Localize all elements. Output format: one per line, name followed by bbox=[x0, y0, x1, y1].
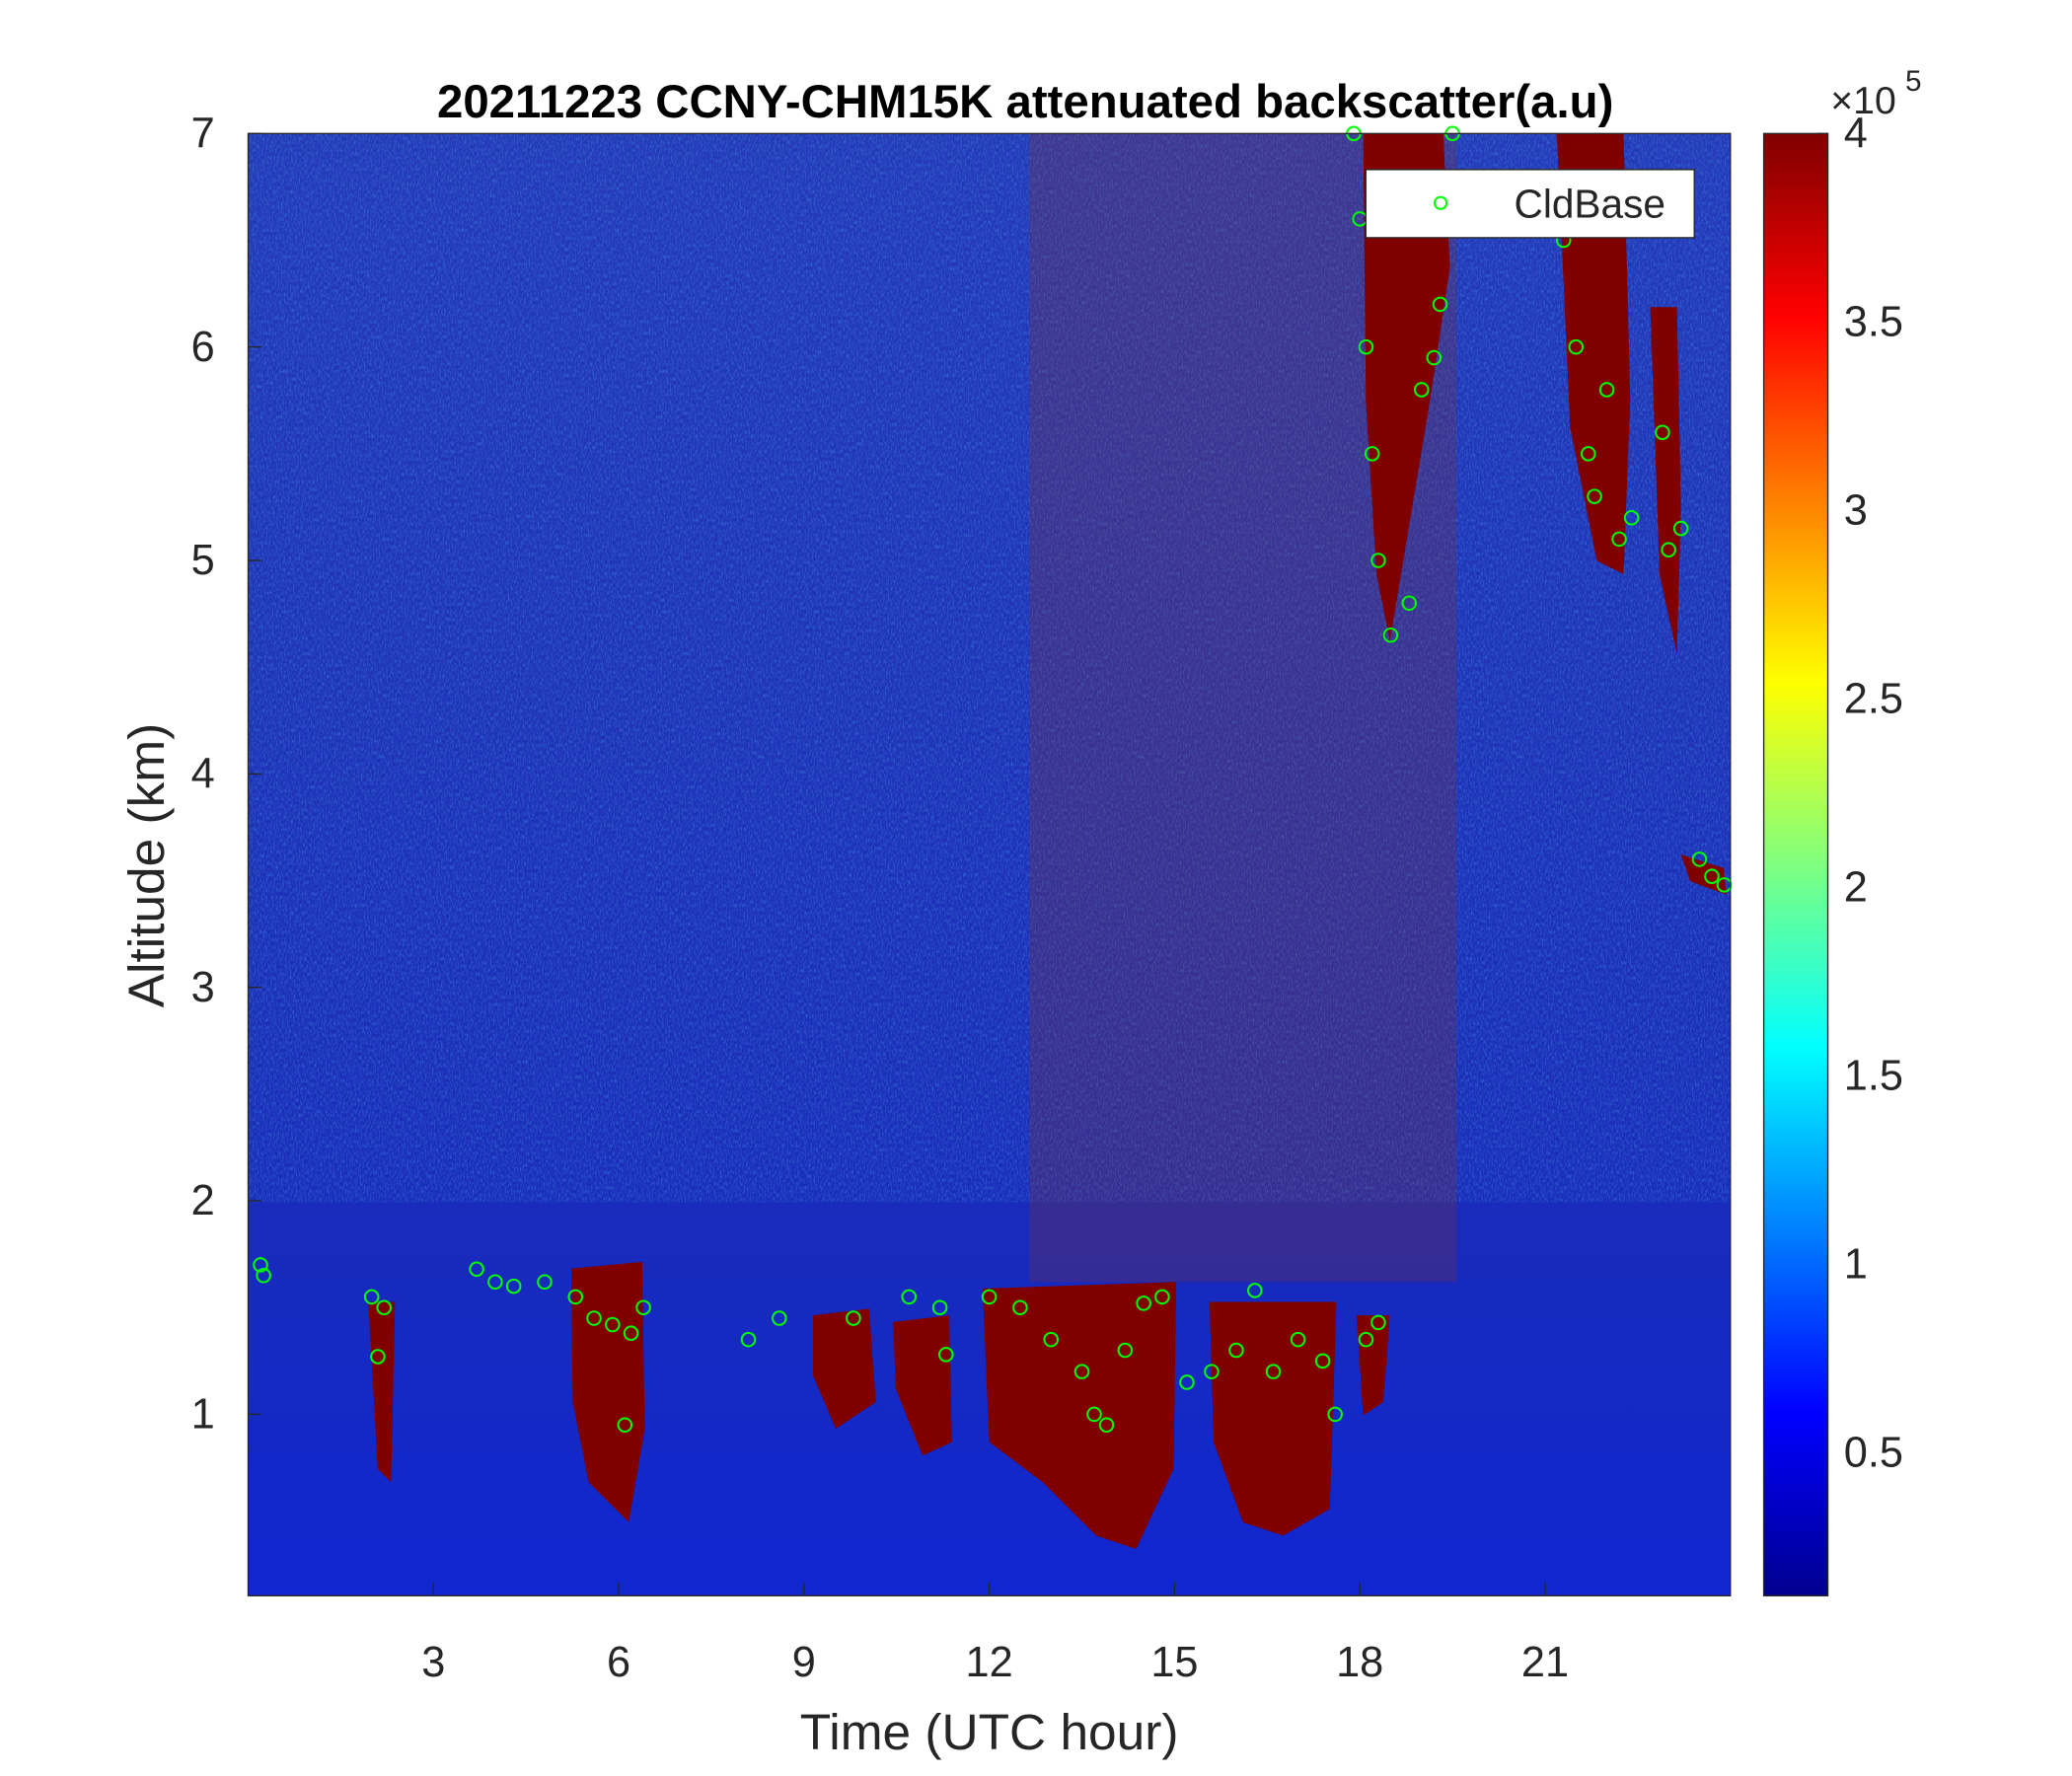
cloud-base-point bbox=[487, 1274, 503, 1291]
x-tick-label: 3 bbox=[421, 1639, 445, 1686]
cloud-base-point bbox=[256, 1267, 271, 1284]
legend-marker bbox=[1433, 195, 1448, 210]
y-tick-label: 4 bbox=[191, 751, 215, 798]
legend-label: CldBase bbox=[1515, 181, 1665, 226]
y-tick-label: 5 bbox=[191, 537, 215, 584]
cloud-base-point bbox=[772, 1310, 787, 1326]
cloud-base-point bbox=[505, 1278, 522, 1295]
cloud-base-point bbox=[1414, 382, 1430, 398]
cloud-base-point bbox=[1327, 1406, 1343, 1423]
cloud-base-point bbox=[1623, 509, 1640, 526]
colorbar-tick-label: 2.5 bbox=[1844, 675, 1903, 722]
cloud-base-point bbox=[537, 1274, 553, 1291]
cloud-base-point bbox=[1154, 1289, 1170, 1305]
cloud-base-point bbox=[1012, 1299, 1028, 1316]
cloud-base-point bbox=[1117, 1342, 1134, 1359]
cloud-base-point bbox=[605, 1316, 621, 1333]
chart-title: 20211223 CCNY-CHM15K attenuated backscat… bbox=[437, 76, 1613, 128]
cloud-base-point bbox=[1247, 1283, 1263, 1298]
y-tick-label: 6 bbox=[191, 324, 215, 371]
legend: CldBase bbox=[1365, 169, 1695, 239]
cloud-base-point bbox=[1314, 1353, 1331, 1369]
y-tick-label: 2 bbox=[191, 1177, 215, 1224]
cloud-base-point bbox=[253, 1257, 268, 1273]
cloud-base-point bbox=[1382, 627, 1399, 643]
colorbar-exponent: 5 bbox=[1905, 65, 1922, 98]
cloud-base-point bbox=[623, 1325, 639, 1341]
x-tick-label: 18 bbox=[1336, 1639, 1383, 1686]
cloud-base-point bbox=[1691, 851, 1708, 867]
cloud-base-point bbox=[1265, 1364, 1282, 1379]
colorbar-tick-label: 3 bbox=[1844, 486, 1868, 534]
colorbar-tick-label: 3.5 bbox=[1844, 298, 1903, 345]
cloud-base-point bbox=[1136, 1295, 1151, 1311]
cloud-base-point bbox=[1228, 1342, 1244, 1359]
cloud-base-point bbox=[1598, 382, 1615, 398]
cloud-base-point bbox=[931, 1299, 948, 1316]
cloud-base-point bbox=[567, 1289, 584, 1305]
cloud-base-point bbox=[1358, 338, 1374, 355]
colorbar-tick-label: 2 bbox=[1844, 863, 1868, 911]
y-tick-label: 1 bbox=[191, 1391, 215, 1439]
cloud-base-point bbox=[1672, 520, 1689, 537]
colorbar-tick-label: 1 bbox=[1844, 1240, 1868, 1288]
cloud-base-point bbox=[1358, 1331, 1374, 1348]
cloud-base-point bbox=[938, 1347, 954, 1363]
cloud-base-point bbox=[1587, 488, 1602, 504]
cloud-base-point bbox=[1370, 553, 1386, 568]
plot-frame bbox=[247, 132, 1732, 1596]
cloud-base-point bbox=[846, 1310, 861, 1326]
cloud-base-point bbox=[1432, 296, 1448, 313]
cloud-base-point bbox=[740, 1331, 757, 1348]
colorbar bbox=[1762, 132, 1829, 1596]
cloud-base-point bbox=[1581, 446, 1596, 462]
cloud-base-point bbox=[1179, 1374, 1195, 1390]
cloud-base-point bbox=[1098, 1417, 1115, 1434]
x-axis-label: Time (UTC hour) bbox=[800, 1703, 1179, 1760]
cloud-base-point bbox=[1704, 868, 1720, 884]
cloud-base-point bbox=[1568, 338, 1585, 355]
legend-box bbox=[1365, 169, 1695, 239]
y-tick-label: 7 bbox=[191, 110, 215, 157]
cloud-base-point bbox=[1290, 1331, 1306, 1348]
x-tick-label: 9 bbox=[792, 1639, 816, 1686]
heatmap bbox=[248, 133, 1731, 1596]
cloud-base-point bbox=[586, 1310, 602, 1326]
cloud-base-point bbox=[901, 1289, 918, 1305]
colorbar-multiplier: ×10 bbox=[1830, 79, 1896, 122]
colorbar-tick-label: 1.5 bbox=[1844, 1052, 1903, 1099]
x-tick-label: 21 bbox=[1521, 1639, 1569, 1686]
cloud-base-point bbox=[1204, 1364, 1220, 1379]
cloud-base-point bbox=[376, 1299, 392, 1316]
cloud-base-point bbox=[1661, 542, 1676, 557]
cloud-base-point bbox=[1370, 1314, 1386, 1331]
cloud-base-point bbox=[1611, 531, 1627, 548]
x-tick-label: 12 bbox=[966, 1639, 1013, 1686]
cloud-base-point bbox=[1426, 349, 1443, 366]
cloud-base-point bbox=[363, 1289, 380, 1305]
colorbar-tick-label: 0.5 bbox=[1844, 1429, 1903, 1476]
cloud-base-point bbox=[1364, 446, 1380, 462]
cloud-base-point bbox=[617, 1417, 633, 1434]
colorbar-tick-label: 4 bbox=[1844, 110, 1868, 157]
x-tick-label: 6 bbox=[607, 1639, 630, 1686]
cloud-base-point bbox=[1086, 1406, 1102, 1423]
cloud-base-point bbox=[981, 1289, 998, 1305]
y-axis-label: Altitude (km) bbox=[117, 723, 175, 1008]
x-tick-label: 15 bbox=[1150, 1639, 1198, 1686]
cloud-base-point bbox=[370, 1349, 386, 1365]
cloud-base-point bbox=[1073, 1364, 1090, 1379]
cloud-base-point bbox=[1401, 595, 1418, 612]
cloud-base-point bbox=[1043, 1331, 1060, 1348]
cloud-base-point bbox=[635, 1299, 651, 1316]
y-tick-label: 3 bbox=[191, 964, 215, 1011]
cloud-base-point bbox=[1655, 424, 1670, 441]
cloud-base-point bbox=[469, 1261, 484, 1278]
